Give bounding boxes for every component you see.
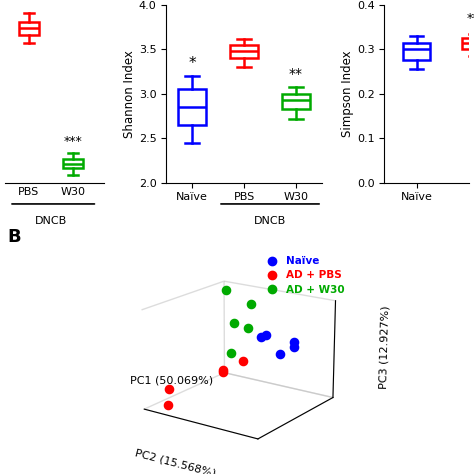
Y-axis label: Simpson Index: Simpson Index [341,50,354,137]
Y-axis label: Shannon Index: Shannon Index [123,50,136,137]
Text: PC1 (50.069%): PC1 (50.069%) [130,375,213,385]
Text: B: B [7,228,21,246]
PathPatch shape [282,94,310,109]
Text: ***: *** [466,12,474,25]
Text: DNCB: DNCB [254,217,286,227]
PathPatch shape [63,159,83,168]
PathPatch shape [19,21,39,35]
PathPatch shape [178,89,207,125]
Text: DNCB: DNCB [35,217,67,227]
Text: **: ** [289,67,303,81]
Text: *: * [188,55,196,71]
X-axis label: PC2 (15.568%): PC2 (15.568%) [134,448,217,474]
Text: ***: *** [64,135,82,148]
PathPatch shape [462,38,474,49]
Legend: Naïve, AD + PBS, AD + W30: Naïve, AD + PBS, AD + W30 [257,252,349,299]
PathPatch shape [403,43,430,60]
PathPatch shape [230,45,258,58]
